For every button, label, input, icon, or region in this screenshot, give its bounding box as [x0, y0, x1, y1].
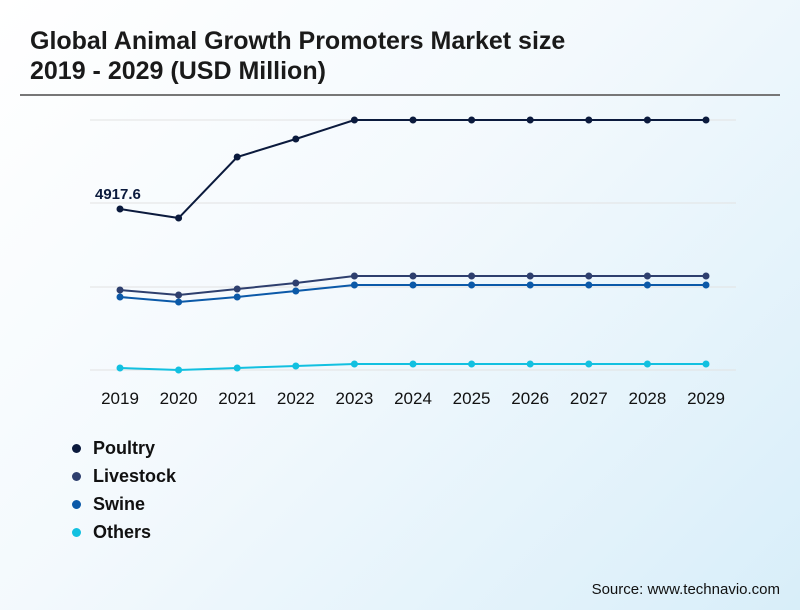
- x-tick-label: 2019: [101, 389, 139, 408]
- data-point-livestock: [585, 272, 593, 280]
- legend-marker: [72, 443, 81, 453]
- data-point-swine: [175, 298, 183, 306]
- data-point-others: [350, 360, 358, 368]
- data-point-others: [116, 364, 124, 372]
- legend-item-others: Others: [72, 518, 176, 546]
- x-tick-label: 2027: [570, 389, 608, 408]
- data-point-livestock: [643, 272, 651, 280]
- x-tick-label: 2025: [453, 389, 491, 408]
- data-point-poultry: [292, 135, 300, 143]
- data-point-poultry: [233, 153, 241, 161]
- data-point-others: [409, 360, 417, 368]
- legend-label: Poultry: [93, 437, 156, 458]
- source-note: Source: www.technavio.com: [591, 581, 780, 598]
- data-point-others: [526, 360, 534, 368]
- x-tick-label: 2021: [218, 389, 256, 408]
- data-point-others: [585, 360, 593, 368]
- x-tick-label: 2022: [277, 389, 315, 408]
- data-point-poultry: [526, 116, 534, 124]
- data-point-swine: [350, 281, 358, 289]
- x-tick-label: 2020: [160, 389, 198, 408]
- legend-label: Swine: [93, 493, 146, 514]
- data-point-swine: [409, 281, 417, 289]
- x-tick-label: 2026: [511, 389, 549, 408]
- data-point-others: [468, 360, 476, 368]
- x-tick-label: 2028: [628, 389, 666, 408]
- data-point-others: [233, 364, 241, 372]
- data-point-poultry: [116, 205, 124, 213]
- data-point-others: [175, 366, 183, 374]
- data-point-swine: [292, 287, 300, 295]
- legend-label: Others: [93, 521, 152, 542]
- data-point-poultry: [175, 214, 183, 222]
- chart-title: Global Animal Growth Promoters Market si…: [30, 26, 565, 86]
- data-point-swine: [468, 281, 476, 289]
- data-point-others: [643, 360, 651, 368]
- data-point-poultry: [409, 116, 417, 124]
- data-label: 4917.6: [95, 186, 141, 203]
- data-point-poultry: [643, 116, 651, 124]
- data-point-swine: [702, 281, 710, 289]
- data-point-swine: [585, 281, 593, 289]
- x-tick-label: 2023: [335, 389, 373, 408]
- data-point-livestock: [233, 285, 241, 293]
- data-point-livestock: [116, 286, 124, 294]
- data-point-livestock: [292, 279, 300, 287]
- data-point-livestock: [526, 272, 534, 280]
- data-point-swine: [116, 293, 124, 301]
- data-point-livestock: [175, 291, 183, 299]
- data-point-swine: [526, 281, 534, 289]
- data-point-swine: [233, 293, 241, 301]
- data-point-poultry: [702, 116, 710, 124]
- data-point-poultry: [585, 116, 593, 124]
- x-tick-label: 2024: [394, 389, 432, 408]
- data-point-livestock: [702, 272, 710, 280]
- legend-item-swine: Swine: [72, 490, 176, 518]
- data-point-poultry: [468, 116, 476, 124]
- data-point-poultry: [350, 116, 358, 124]
- data-point-others: [292, 362, 300, 370]
- legend: Poultry Livestock Swine Others: [72, 434, 176, 546]
- title-line-1: Global Animal Growth Promoters Market si…: [30, 27, 566, 55]
- data-point-livestock: [350, 272, 358, 280]
- x-tick-label: 2029: [687, 389, 725, 408]
- title-divider: [20, 94, 780, 96]
- data-point-swine: [643, 281, 651, 289]
- legend-marker: [72, 527, 81, 537]
- line-chart: 2019 2020 2021 2022 2023 2024 2025 2026 2027 2028…: [90, 116, 736, 408]
- data-point-others: [702, 360, 710, 368]
- data-point-livestock: [409, 272, 417, 280]
- data-point-livestock: [468, 272, 476, 280]
- legend-marker: [72, 499, 81, 509]
- legend-item-livestock: Livestock: [72, 462, 176, 490]
- legend-item-poultry: Poultry: [72, 434, 176, 462]
- legend-marker: [72, 471, 81, 481]
- title-line-2: 2019 - 2029 (USD Million): [30, 57, 326, 85]
- legend-label: Livestock: [93, 465, 177, 486]
